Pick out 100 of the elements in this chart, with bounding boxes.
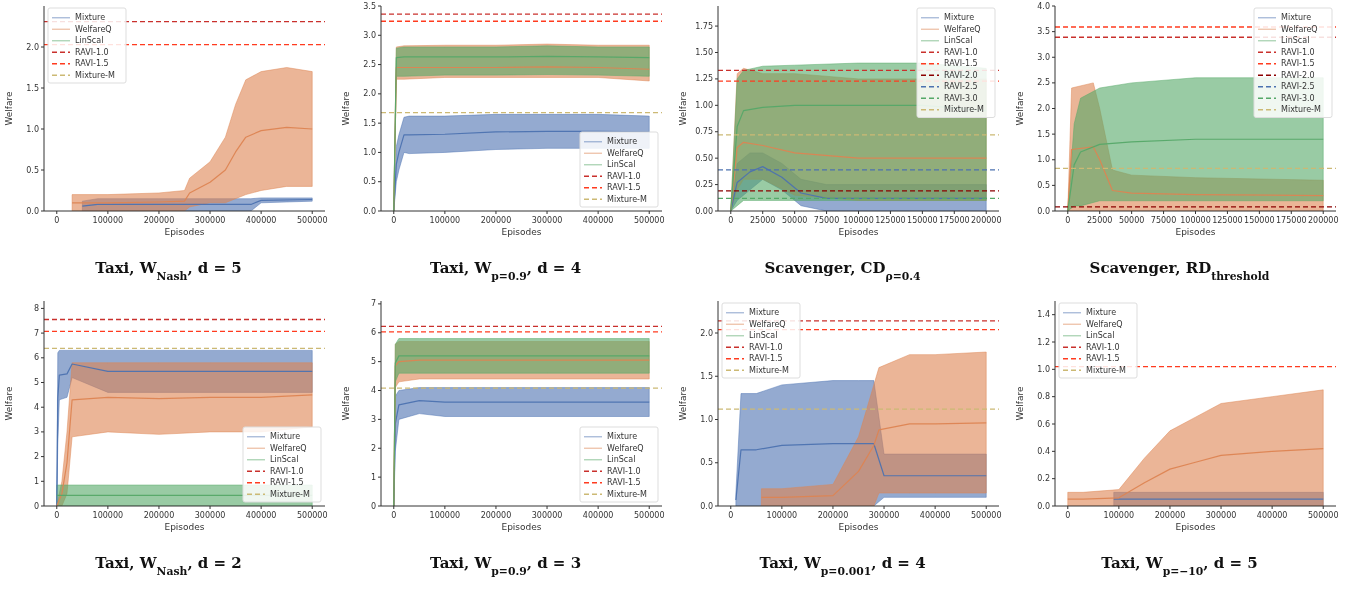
y-tick-label: 0.0 (26, 206, 39, 216)
y-tick-label: 0.25 (695, 180, 713, 190)
legend-label: WelfareQ (1086, 319, 1123, 329)
legend-label: RAVI-1.0 (607, 466, 641, 476)
line-series (71, 126, 313, 204)
y-tick-label: 0.4 (1037, 446, 1050, 456)
y-tick-label: 6 (33, 353, 39, 363)
y-tick-label: 1.5 (363, 118, 376, 128)
x-tick-label: 100000 (843, 216, 874, 225)
x-tick-label: 0 (54, 511, 60, 520)
x-tick-label: 200000 (143, 511, 175, 520)
x-tick-label: 300000 (868, 511, 900, 520)
x-tick-label: 100000 (429, 511, 461, 520)
y-tick-label: 1.0 (363, 147, 376, 157)
legend-label: WelfareQ (944, 24, 981, 34)
y-axis-title: Welfare (4, 385, 14, 421)
legend-label: RAVI-1.5 (944, 59, 978, 69)
legend-label: WelfareQ (270, 443, 307, 453)
y-tick-label: 2.0 (1037, 104, 1050, 114)
legend-label: RAVI-1.5 (749, 354, 783, 364)
y-tick-label: 2 (370, 443, 376, 453)
legend-label: LinScal (270, 455, 299, 465)
y-tick-label: 1.0 (700, 415, 713, 425)
x-tick-label: 0 (1065, 216, 1071, 225)
y-tick-label: 0.8 (1037, 392, 1050, 402)
text: Mixture-M (1086, 365, 1126, 375)
y-tick-label: 1.5 (26, 83, 39, 93)
legend-label: RAVI-2.0 (1281, 70, 1315, 80)
y-tick-label: 0 (370, 501, 376, 511)
legend-label: Mixture-M (944, 105, 984, 115)
x-axis-title: Episodes (1175, 522, 1216, 532)
x-tick-label: 175000 (1276, 216, 1307, 225)
x-tick-label: 200000 (1307, 216, 1339, 225)
legend-label: LinScal (1281, 36, 1310, 46)
y-axis-title: Welfare (678, 385, 688, 421)
y-tick-label: 0.5 (363, 177, 376, 187)
y-tick-label: 3.5 (1037, 27, 1050, 37)
x-tick-label: 300000 (194, 216, 226, 225)
x-tick-label: 175000 (939, 216, 970, 225)
y-tick-label: 4.0 (1037, 1, 1050, 11)
line-series (735, 443, 987, 501)
text: RAVI-2.5 (1281, 82, 1315, 92)
x-tick-label: 0 (728, 216, 734, 225)
y-tick-label: 0.00 (695, 206, 713, 216)
x-tick-label: 300000 (1205, 511, 1237, 520)
y-tick-label: 3 (370, 414, 376, 424)
y-tick-label: 3 (33, 427, 39, 437)
x-axis-title: Episodes (164, 522, 205, 532)
x-tick-label: 200000 (1154, 511, 1186, 520)
legend-label: RAVI-1.5 (1281, 59, 1315, 69)
legend-label: LinScal (607, 455, 636, 465)
y-tick-label: 1.25 (695, 74, 713, 84)
legend-label: Mixture-M (1281, 105, 1321, 115)
text: Mixture-M (75, 70, 115, 80)
legend-label: WelfareQ (1281, 24, 1318, 34)
y-tick-label: 0.6 (1037, 419, 1050, 429)
x-tick-label: 400000 (582, 511, 614, 520)
y-tick-label: 1.0 (26, 124, 39, 134)
y-tick-label: 1.0 (1037, 364, 1050, 374)
y-tick-label: 1.75 (695, 21, 713, 31)
legend-label: RAVI-2.5 (944, 82, 978, 92)
legend-label: RAVI-1.5 (607, 478, 641, 488)
y-tick-label: 1 (370, 472, 376, 482)
x-tick-label: 200000 (143, 216, 175, 225)
y-axis-title: Welfare (1015, 385, 1025, 421)
y-axis-title: Welfare (4, 90, 14, 126)
x-axis-title: Episodes (501, 227, 542, 237)
x-tick-label: 75000 (813, 216, 840, 225)
y-tick-label: 7 (33, 328, 39, 338)
x-tick-label: 125000 (1212, 216, 1243, 225)
x-tick-label: 75000 (1150, 216, 1177, 225)
y-tick-label: 2 (33, 452, 39, 462)
x-tick-label: 0 (54, 216, 60, 225)
y-tick-label: 2.5 (363, 60, 376, 70)
x-tick-label: 400000 (919, 511, 951, 520)
y-tick-label: 0.5 (1037, 180, 1050, 190)
x-tick-label: 100000 (1103, 511, 1135, 520)
legend-label: RAVI-3.0 (944, 93, 978, 103)
y-tick-label: 0.0 (1037, 501, 1050, 511)
text: Taxi, W$_{Nash}$, d = 5 (95, 259, 242, 283)
legend-label: Mixture (944, 13, 975, 23)
line-series (56, 394, 313, 506)
x-tick-label: 300000 (531, 511, 563, 520)
x-tick-label: 500000 (296, 216, 328, 225)
legend-label: RAVI-1.5 (75, 59, 109, 69)
x-tick-label: 200000 (480, 511, 512, 520)
x-tick-label: 400000 (245, 511, 277, 520)
y-tick-label: 1.00 (695, 100, 713, 110)
text: Taxi, W$_{p=0.001}$, d = 4 (759, 554, 926, 578)
y-tick-label: 3.0 (1037, 52, 1050, 62)
legend-label: Mixture-M (607, 194, 647, 204)
line-series (81, 198, 313, 207)
legend-label: WelfareQ (75, 24, 112, 34)
y-tick-label: 5 (370, 357, 376, 367)
x-axis-title: Episodes (838, 522, 879, 532)
x-tick-label: 150000 (1244, 216, 1275, 225)
text: Scavenger, RD$_{threshold}$ (1089, 259, 1270, 283)
y-tick-label: 0.2 (1037, 474, 1050, 484)
legend-label: RAVI-1.0 (607, 171, 641, 181)
y-axis-title: Welfare (341, 385, 351, 421)
